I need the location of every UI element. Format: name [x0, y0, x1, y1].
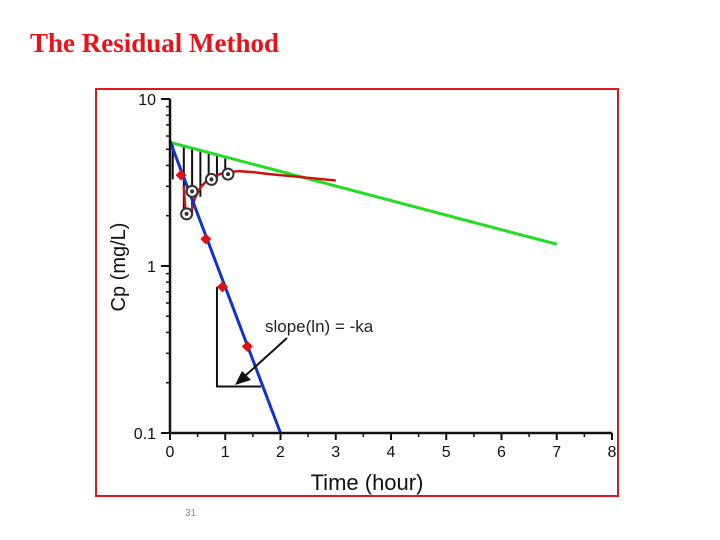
- x-tick-label: 3: [331, 444, 340, 461]
- y-tick-label: 1: [147, 259, 156, 276]
- annotation-leader-line: [244, 337, 288, 377]
- observed-point: [221, 167, 235, 181]
- annotation-arrowhead: [235, 371, 251, 385]
- x-tick-label: 6: [497, 444, 506, 461]
- slide-title: The Residual Method: [30, 28, 280, 58]
- plot-markers: [175, 167, 253, 352]
- x-tick-label: 7: [552, 444, 561, 461]
- residual-point: [175, 169, 187, 181]
- slope-annotation: slope(ln) = -ka: [265, 317, 374, 336]
- x-tick-label: 5: [442, 444, 451, 461]
- residual-point: [241, 340, 253, 352]
- observed-point-center: [190, 189, 195, 194]
- observed-point: [185, 184, 199, 198]
- x-tick-label: 0: [166, 444, 175, 461]
- observed-point: [180, 207, 194, 221]
- residual-point: [216, 281, 228, 293]
- y-axis-label: Cp (mg/L): [108, 223, 130, 312]
- plot-lines: [168, 140, 558, 434]
- elimination-line: [169, 140, 558, 246]
- x-tick-label: 8: [608, 444, 617, 461]
- x-tick-label: 2: [276, 444, 285, 461]
- observed-point-center: [209, 177, 214, 182]
- axes: 10 1 0.1 0 1 2 3 4 5 6 7 8: [134, 92, 617, 461]
- x-axis-label: Time (hour): [311, 470, 424, 495]
- annotation-group: slope(ln) = -ka: [235, 317, 374, 385]
- observed-point: [204, 172, 218, 186]
- page-number: 31: [185, 508, 197, 519]
- slope-triangle: [215, 286, 262, 388]
- x-tick-label: 1: [221, 444, 230, 461]
- y-tick-label: 10: [138, 92, 156, 109]
- x-tick-label: 4: [387, 444, 396, 461]
- figure-frame: 10 1 0.1 0 1 2 3 4 5 6 7 8 slope(ln) = -ka Cp (mg/L…: [95, 88, 619, 497]
- residual-point: [200, 233, 212, 245]
- observed-point-center: [226, 172, 231, 177]
- residual-method-chart: 10 1 0.1 0 1 2 3 4 5 6 7 8 slope(ln) = -ka Cp (mg/L…: [108, 92, 617, 495]
- y-tick-label: 0.1: [134, 426, 156, 443]
- observed-point-center: [184, 211, 189, 216]
